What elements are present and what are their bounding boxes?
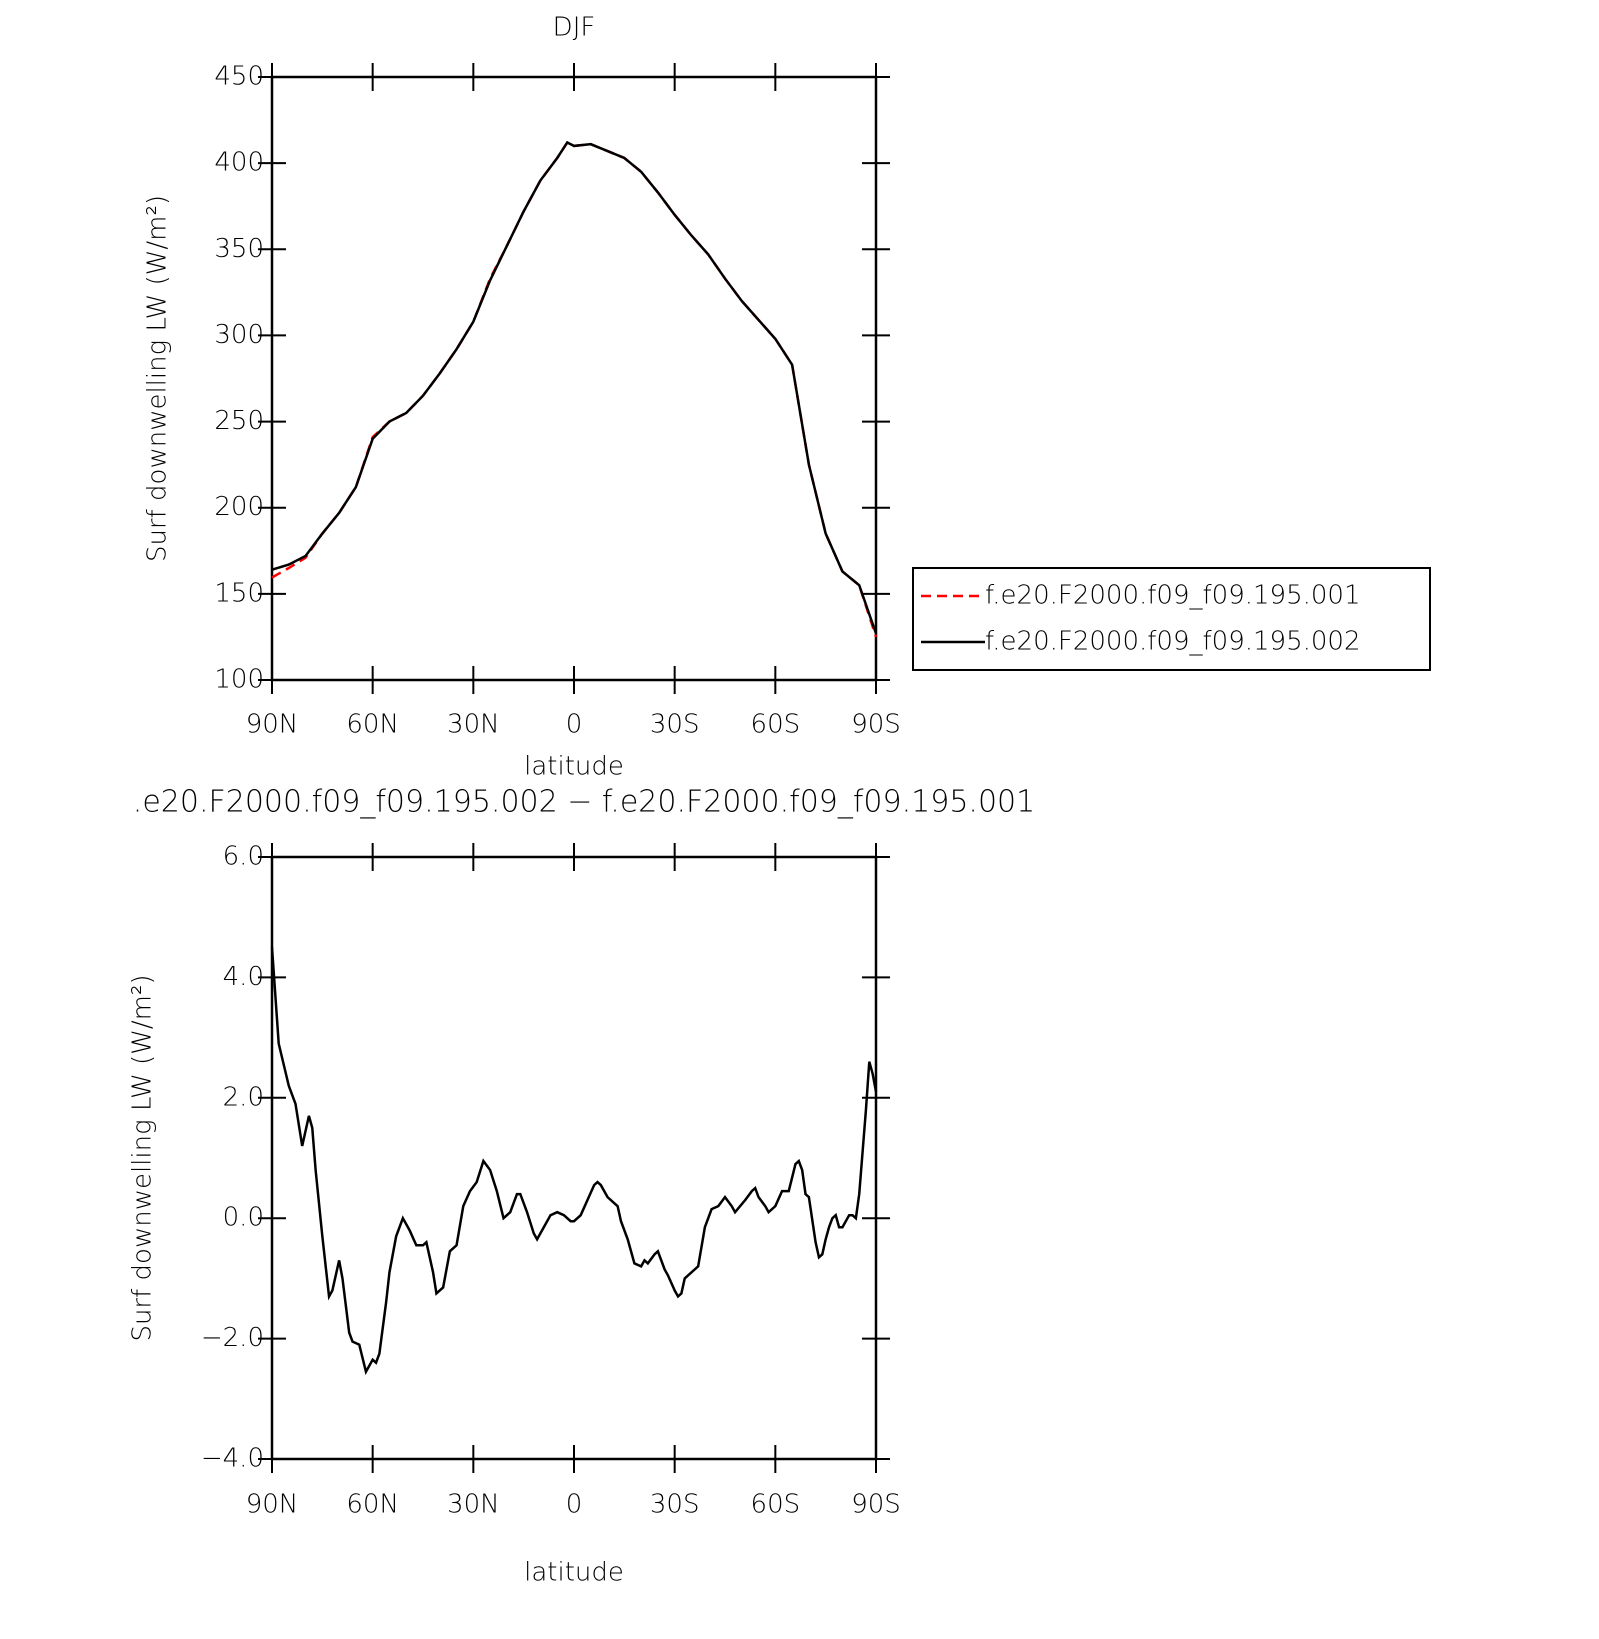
- x-tick-label: 60N: [346, 710, 399, 740]
- y-tick-label: 250: [214, 406, 264, 436]
- y-tick-label: −4.0: [201, 1444, 264, 1474]
- x-tick-label: 30N: [447, 710, 500, 740]
- y-axis-label: Surf downwelling LW (W/m²): [128, 974, 158, 1341]
- legend-label: f.e20.F2000.f09_f09.195.001: [985, 581, 1361, 611]
- x-tick-label: 0: [566, 1490, 583, 1520]
- data-line: [270, 947, 878, 1376]
- y-tick-label: −2.0: [201, 1323, 264, 1353]
- x-axis-label: latitude: [524, 752, 624, 782]
- x-tick-label: 90S: [851, 710, 901, 740]
- y-tick-label: 450: [214, 62, 264, 92]
- y-tick-label: 100: [214, 665, 264, 695]
- chart-title: .e20.F2000.f09_f09.195.002 − f.e20.F2000…: [133, 785, 1035, 820]
- legend-label: f.e20.F2000.f09_f09.195.002: [985, 627, 1361, 657]
- legend-box: [912, 567, 1431, 671]
- x-tick-label: 60S: [751, 710, 801, 740]
- y-tick-label: 350: [214, 234, 264, 264]
- x-tick-label: 0: [566, 710, 583, 740]
- x-tick-label: 90N: [246, 1490, 299, 1520]
- y-tick-label: 0.0: [223, 1203, 264, 1233]
- x-tick-label: 30N: [447, 1490, 500, 1520]
- x-axis-label: latitude: [524, 1558, 624, 1588]
- x-tick-label: 60N: [346, 1490, 399, 1520]
- data-line: [271, 140, 878, 634]
- y-tick-label: 2.0: [223, 1082, 264, 1112]
- x-tick-label: 90N: [246, 710, 299, 740]
- y-tick-label: 4.0: [223, 962, 264, 992]
- data-line: [271, 140, 878, 638]
- x-tick-label: 60S: [751, 1490, 801, 1520]
- y-tick-label: 400: [214, 148, 264, 178]
- plot-frame: [270, 75, 878, 682]
- y-axis-label: Surf downwelling LW (W/m²): [143, 195, 173, 562]
- y-tick-label: 300: [214, 320, 264, 350]
- y-tick-label: 150: [214, 578, 264, 608]
- y-tick-label: 200: [214, 492, 264, 522]
- x-tick-label: 90S: [851, 1490, 901, 1520]
- plot-frame: [270, 855, 878, 1461]
- y-tick-label: 6.0: [223, 842, 264, 872]
- x-tick-label: 30S: [650, 1490, 700, 1520]
- chart-title: DJF: [553, 13, 596, 43]
- x-tick-label: 30S: [650, 710, 700, 740]
